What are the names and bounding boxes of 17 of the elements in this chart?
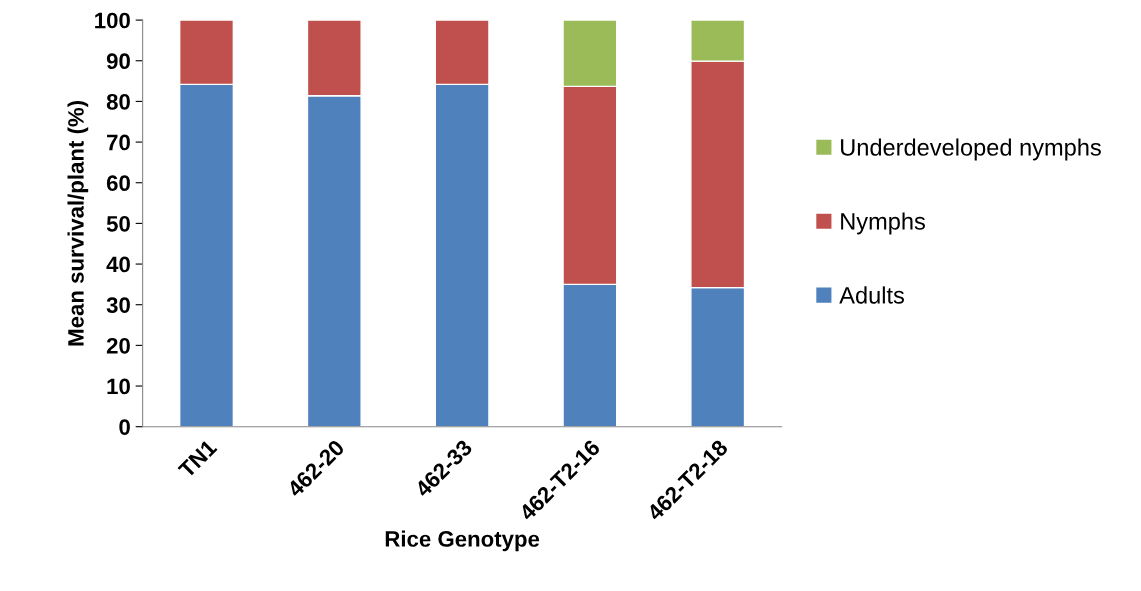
y-tick-label: 90 [106, 53, 130, 70]
y-tick-label: 0 [119, 419, 130, 435]
y-tick-label: 100 [95, 12, 130, 29]
x-axis-title: Rice Genotype [385, 530, 540, 552]
y-tick-label: 60 [106, 175, 130, 192]
x-tick-label: TN1 [177, 438, 218, 479]
y-tick-label: 50 [106, 215, 130, 232]
y-tick-label: 30 [106, 297, 130, 314]
y-tick-label: 80 [106, 93, 130, 110]
y-axis-title: Mean survival/plant (%) [67, 101, 89, 346]
y-tick-label: 20 [106, 337, 130, 354]
y-tick-label: 40 [106, 256, 130, 273]
y-tick-label: 70 [107, 134, 130, 151]
legend-label: Nymphs [841, 212, 925, 235]
y-tick-label: 10 [107, 378, 130, 395]
legend-label: Adults [839, 286, 904, 304]
legend-label: Underdeveloped nymphs [841, 138, 1101, 161]
